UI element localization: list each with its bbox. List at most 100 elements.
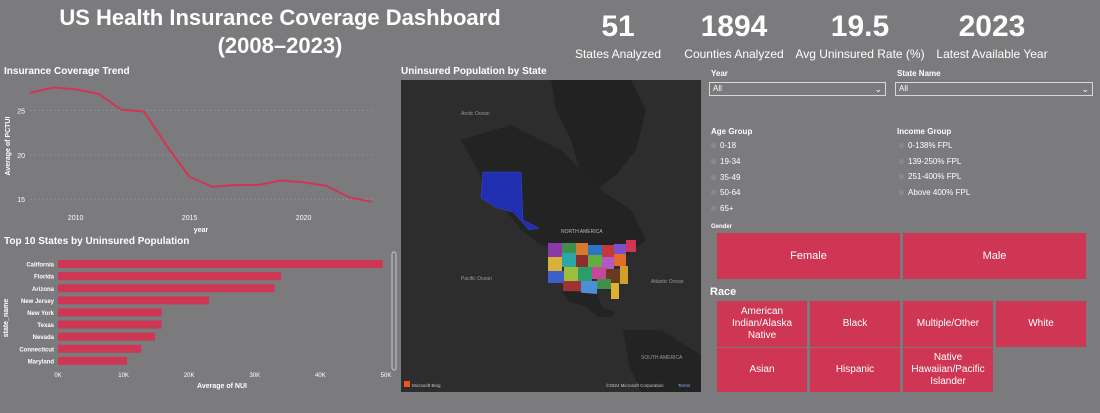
category-label: Texas: [37, 323, 54, 329]
race-button[interactable]: Asian: [717, 348, 807, 392]
scrollbar[interactable]: [391, 251, 397, 371]
kpi-latest-year: 2023 Latest Available Year: [930, 8, 1054, 62]
south-america-landmass: [623, 330, 701, 392]
kpi-states-label: States Analyzed: [574, 47, 662, 61]
uninsured-map[interactable]: Arctic Ocean NORTH AMERICA Pacific Ocean…: [401, 80, 701, 392]
radio-icon: [711, 175, 716, 181]
greenland-landmass: [551, 80, 646, 190]
age-option[interactable]: 50-64: [711, 188, 740, 197]
income-option[interactable]: Above 400% FPL: [899, 188, 970, 197]
kpi-uninsured-rate-label: Avg Uninsured Rate (%): [795, 47, 925, 61]
x-tick-label: 20K: [184, 373, 195, 379]
age-option[interactable]: 35-49: [711, 173, 740, 182]
category-label: California: [26, 263, 54, 269]
bar-chart-title: Top 10 States by Uninsured Population: [4, 236, 190, 247]
race-button[interactable]: Hispanic: [810, 348, 900, 392]
kpi-uninsured-rate: 19.5 Avg Uninsured Rate (%): [793, 8, 927, 62]
bar: [58, 296, 209, 305]
title-line-2: (2008–2023): [217, 33, 343, 58]
x-tick-label: 2020: [296, 215, 312, 222]
category-label: Nevada: [33, 335, 55, 341]
age-option[interactable]: 19-34: [711, 157, 740, 166]
radio-icon: [899, 143, 904, 149]
uninsured-bar-chart[interactable]: California Florida Arizona New Jersey New Yo…: [0, 248, 398, 398]
category-label: Florida: [34, 275, 55, 281]
kpi-uninsured-rate-value: 19.5: [830, 10, 890, 43]
state-slicer-label: State Name: [897, 69, 941, 78]
category-label: New Jersey: [21, 299, 55, 305]
bar: [58, 356, 127, 365]
canada-landmass: [461, 125, 646, 260]
radio-icon: [711, 159, 716, 165]
state-dropdown-value: All: [899, 84, 908, 93]
radio-icon: [899, 159, 904, 165]
kpi-latest-year-label: Latest Available Year: [936, 47, 1048, 61]
bar: [58, 260, 383, 269]
us-states-region: [548, 240, 636, 299]
category-label: Maryland: [28, 359, 55, 365]
race-button[interactable]: Native Hawaiian/Pacific Islander: [903, 348, 993, 392]
bar: [58, 320, 162, 329]
x-tick-label: 10K: [118, 373, 129, 379]
gender-male-button[interactable]: Male: [903, 233, 1086, 279]
x-tick-label: 0K: [54, 373, 61, 379]
x-tick-label: 2015: [182, 215, 198, 222]
trend-line-chart[interactable]: 15 20 25 2010 2015 2020 year Average of PCTUI: [0, 78, 392, 236]
dashboard-title: US Health Insurance Coverage Dashboard (…: [40, 4, 520, 60]
race-button[interactable]: American Indian/Alaska Native: [717, 301, 807, 347]
age-slicer-label: Age Group: [711, 127, 753, 136]
alaska-region: [480, 171, 540, 231]
year-dropdown[interactable]: All ⌄: [709, 82, 886, 96]
income-option[interactable]: 0-138% FPL: [899, 141, 952, 150]
bar: [58, 272, 282, 281]
series-line: [29, 86, 373, 203]
map-copyright: ©2024 Microsoft Corporation: [606, 382, 664, 388]
bar: [58, 332, 156, 341]
category-label: Arizona: [32, 287, 55, 293]
income-option[interactable]: 251-400% FPL: [899, 172, 961, 181]
x-tick-label: 50K: [381, 373, 392, 379]
map-label-pacific: Pacific Ocean: [461, 276, 492, 282]
age-option[interactable]: 65+: [711, 204, 734, 213]
x-tick-label: 30K: [249, 373, 260, 379]
kpi-latest-year-value: 2023: [958, 10, 1026, 43]
y-tick-label: 25: [17, 109, 25, 116]
kpi-counties: 1894 Counties Analyzed: [678, 8, 790, 62]
map-brand: Microsoft Bing: [412, 383, 441, 388]
radio-icon: [899, 190, 904, 196]
gender-female-button[interactable]: Female: [717, 233, 900, 279]
map-terms-link[interactable]: Terms: [678, 383, 691, 388]
race-slicer-label: Race: [710, 286, 737, 298]
y-axis-label: state_name: [3, 299, 10, 338]
year-dropdown-value: All: [713, 84, 722, 93]
kpi-counties-label: Counties Analyzed: [684, 47, 784, 61]
radio-icon: [711, 143, 716, 149]
bar: [58, 344, 142, 353]
map-label-south-america: SOUTH AMERICA: [641, 355, 683, 361]
radio-icon: [899, 174, 904, 180]
map-label-north-america: NORTH AMERICA: [561, 229, 603, 235]
gender-slicer-label: Gender: [711, 224, 733, 230]
map-title: Uninsured Population by State: [401, 66, 547, 77]
income-option[interactable]: 139-250% FPL: [899, 157, 961, 166]
chevron-down-icon: ⌄: [874, 84, 882, 94]
state-dropdown[interactable]: All ⌄: [895, 82, 1093, 96]
y-axis-label: Average of PCTUI: [5, 117, 12, 176]
year-slicer-label: Year: [711, 69, 728, 78]
race-button[interactable]: Multiple/Other: [903, 301, 993, 347]
category-label: New York: [27, 311, 54, 317]
category-label: Connecticut: [19, 347, 54, 353]
race-button[interactable]: Black: [810, 301, 900, 347]
age-option[interactable]: 0-18: [711, 141, 736, 150]
y-tick-label: 20: [17, 153, 25, 160]
trend-chart-title: Insurance Coverage Trend: [4, 66, 130, 77]
race-button[interactable]: White: [996, 301, 1086, 347]
radio-icon: [711, 190, 716, 196]
map-label-atlantic: Atlantic Ocean: [651, 279, 684, 285]
x-axis-label: Average of NUI: [197, 383, 247, 390]
map-canvas[interactable]: Arctic Ocean NORTH AMERICA Pacific Ocean…: [401, 80, 701, 392]
kpi-states: 51 States Analyzed: [568, 8, 668, 62]
radio-icon: [711, 206, 716, 212]
chevron-down-icon: ⌄: [1081, 84, 1089, 94]
x-tick-label: 2010: [68, 215, 84, 222]
